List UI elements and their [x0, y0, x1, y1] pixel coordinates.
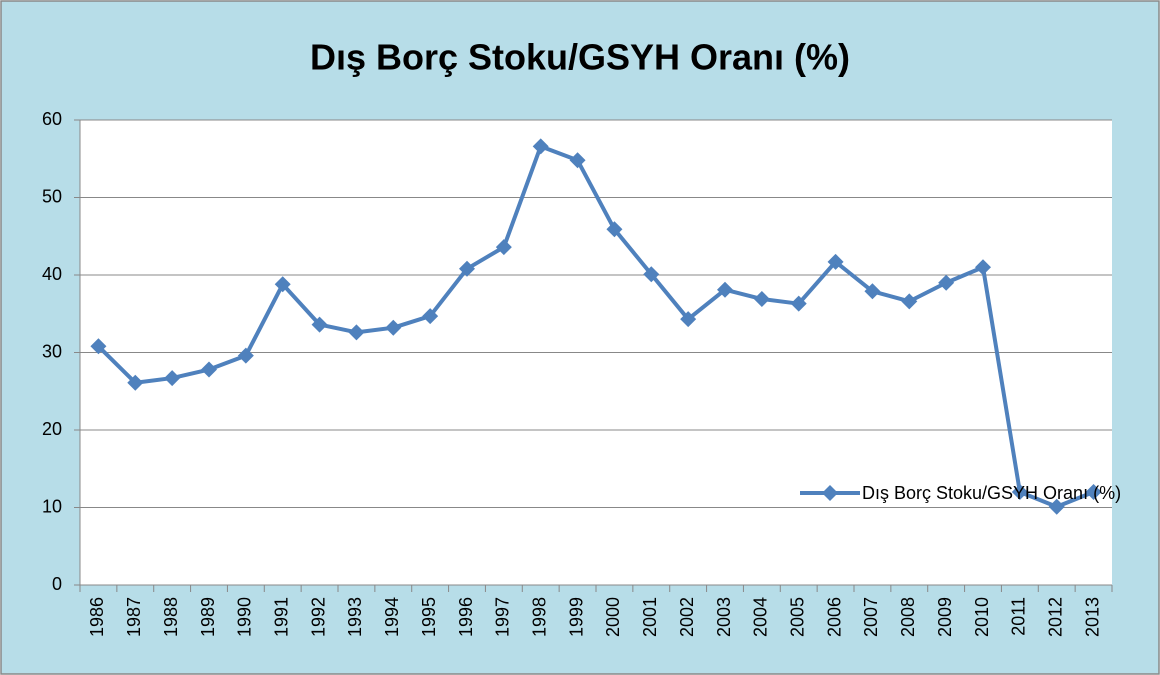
data-point: [459, 260, 475, 277]
data-point: [422, 308, 439, 325]
data-point: [753, 291, 770, 308]
data-point: [201, 361, 217, 378]
x-tick-label: 2008: [898, 597, 918, 637]
y-tick-label: 30: [42, 341, 62, 361]
x-tick-label: 1987: [124, 597, 144, 637]
x-tick-label: 2006: [824, 597, 844, 637]
data-point: [237, 347, 254, 364]
legend-marker: [822, 485, 838, 501]
x-tick-label: 2010: [972, 597, 992, 637]
data-point: [790, 295, 807, 312]
x-tick-label: 2005: [787, 597, 807, 637]
x-tick-label: 1995: [419, 597, 439, 637]
data-point: [717, 281, 733, 298]
x-tick-label: 2001: [640, 597, 660, 637]
x-tick-label: 2012: [1045, 597, 1065, 637]
legend-label: Dış Borç Stoku/GSYH Oranı (%): [862, 483, 1122, 503]
data-point: [643, 266, 660, 283]
data-point: [827, 253, 844, 270]
y-tick-label: 10: [42, 496, 62, 516]
x-tick-label: 2000: [603, 597, 623, 637]
x-tick-label: 2002: [677, 597, 697, 637]
x-tick-label: 1998: [529, 597, 549, 637]
data-point: [495, 239, 512, 256]
data-point: [532, 138, 549, 155]
data-point: [1011, 484, 1028, 500]
x-tick-label: 2003: [714, 597, 734, 637]
chart-title: Dış Borç Stoku/GSYH Oranı (%): [310, 37, 850, 78]
y-tick-label: 60: [42, 109, 62, 129]
x-tick-label: 1991: [271, 597, 291, 637]
data-point: [127, 374, 144, 391]
x-tick-label: 1997: [493, 597, 513, 637]
x-tick-label: 1993: [345, 597, 365, 637]
y-tick-label: 50: [42, 186, 62, 206]
x-tick-label: 2007: [861, 597, 881, 637]
x-tick-label: 1992: [308, 597, 328, 637]
data-point: [348, 324, 365, 341]
data-point: [274, 276, 291, 293]
x-tick-label: 1990: [235, 597, 255, 637]
y-tick-label: 20: [42, 419, 62, 439]
data-point: [164, 370, 181, 387]
x-tick-label: 1996: [456, 597, 476, 637]
data-point: [1085, 484, 1102, 500]
data-point: [864, 283, 881, 300]
series-line: [97, 144, 1095, 509]
data-point: [901, 293, 918, 310]
data-point: [680, 311, 697, 328]
x-tick-label: 1986: [87, 597, 107, 637]
x-tick-label: 2013: [1082, 597, 1102, 637]
x-tick-label: 2004: [751, 597, 771, 637]
data-point: [569, 152, 586, 169]
y-tick-label: 40: [42, 264, 62, 284]
data-point: [1048, 498, 1065, 515]
data-point: [975, 259, 991, 276]
data-point: [938, 274, 955, 291]
x-tick-label: 1999: [566, 597, 586, 637]
data-point: [90, 338, 107, 355]
data-point: [311, 316, 328, 333]
data-point: [385, 319, 402, 336]
y-tick-label: 0: [52, 574, 62, 594]
data-point: [606, 221, 623, 238]
x-tick-label: 1988: [161, 597, 181, 637]
x-tick-label: 2011: [1009, 597, 1029, 636]
x-tick-label: 2009: [935, 597, 955, 637]
x-tick-label: 1989: [198, 597, 218, 637]
x-tick-label: 1994: [382, 597, 402, 637]
